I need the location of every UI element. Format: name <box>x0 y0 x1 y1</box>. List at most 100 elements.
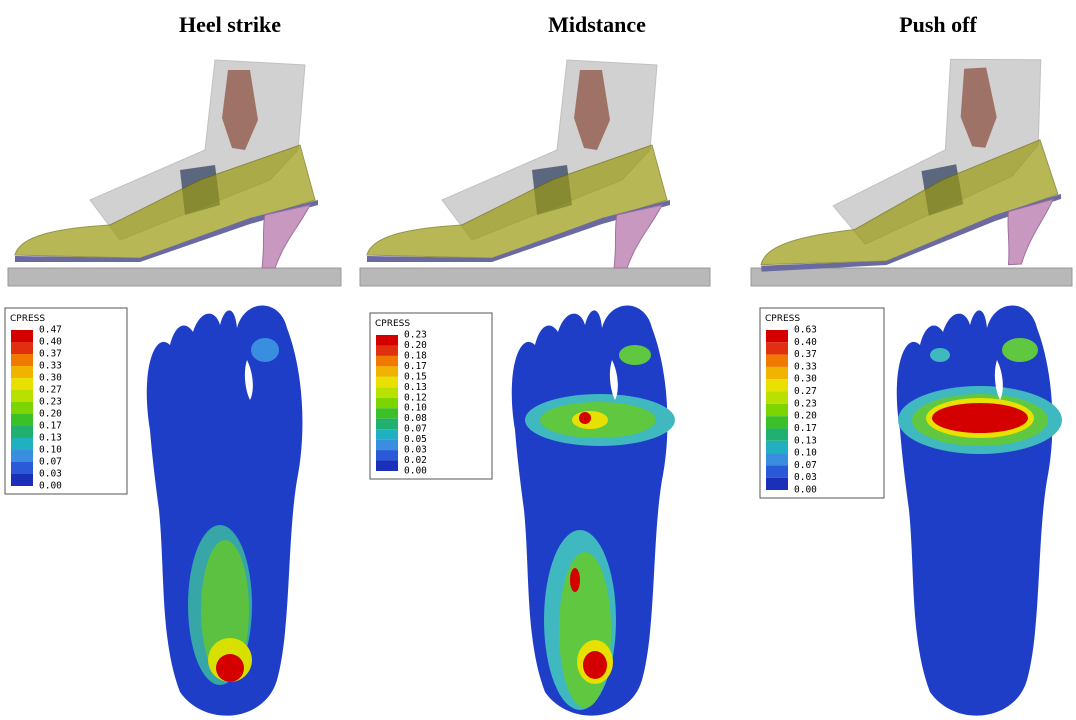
shoe <box>367 60 670 268</box>
panel-title: Heel strike <box>179 12 281 37</box>
pressure-region <box>579 412 591 424</box>
heel <box>262 205 310 268</box>
legend-swatch <box>766 416 788 428</box>
legend-value: 0.47 <box>39 325 62 336</box>
legend-swatch <box>376 440 398 450</box>
foot-outline <box>897 306 1053 716</box>
pressure-region <box>570 568 580 592</box>
legend-value: 0.27 <box>794 386 817 397</box>
legend-value: 0.07 <box>404 424 427 435</box>
legend-value: 0.07 <box>794 460 817 471</box>
legend-value: 0.05 <box>404 434 427 445</box>
legend-swatch <box>11 402 33 414</box>
pressure-region <box>559 552 611 708</box>
heel <box>614 205 662 268</box>
legend-swatch <box>376 450 398 460</box>
panel-title: Push off <box>899 12 977 37</box>
legend-value: 0.18 <box>404 350 427 361</box>
legend-swatch <box>11 390 33 402</box>
legend-value: 0.15 <box>404 371 427 382</box>
legend-value: 0.40 <box>39 337 62 348</box>
legend-value: 0.23 <box>404 330 427 341</box>
shoe-model <box>360 60 710 286</box>
pressure-map <box>147 306 303 716</box>
legend-swatch <box>11 330 33 342</box>
legend-value: 0.13 <box>794 435 817 446</box>
legend-swatch <box>766 379 788 391</box>
legend-value: 0.07 <box>39 457 62 468</box>
pressure-region <box>216 654 244 682</box>
legend-value: 0.00 <box>39 481 62 492</box>
legend-swatch <box>11 438 33 450</box>
legend-value: 0.17 <box>404 361 427 372</box>
legend-value: 0.40 <box>794 337 817 348</box>
legend-value: 0.37 <box>39 349 62 360</box>
legend-value: 0.03 <box>794 472 817 483</box>
pressure-map <box>897 306 1062 716</box>
legend-value: 0.08 <box>404 413 427 424</box>
legend-swatch <box>11 414 33 426</box>
legend-swatch <box>11 474 33 486</box>
legend-value: 0.02 <box>404 455 427 466</box>
legend-value: 0.10 <box>39 445 62 456</box>
ground-plate <box>751 268 1072 286</box>
legend-value: 0.00 <box>794 485 817 496</box>
legend-value: 0.13 <box>404 382 427 393</box>
legend-swatch <box>766 465 788 477</box>
pressure-region <box>930 348 950 362</box>
legend-swatch <box>376 398 398 408</box>
legend-swatch <box>766 404 788 416</box>
legend-value: 0.33 <box>39 361 62 372</box>
legend-swatch <box>766 441 788 453</box>
legend-value: 0.17 <box>39 421 62 432</box>
legend-value: 0.00 <box>404 466 427 477</box>
legend-swatch <box>11 354 33 366</box>
legend-value: 0.37 <box>794 349 817 360</box>
legend-title: CPRESS <box>765 314 800 324</box>
legend-value: 0.10 <box>794 448 817 459</box>
legend-swatch <box>766 453 788 465</box>
legend-swatch <box>766 355 788 367</box>
legend-value: 0.17 <box>794 423 817 434</box>
legend-swatch <box>766 330 788 342</box>
legend-swatch <box>376 461 398 471</box>
legend-value: 0.03 <box>404 445 427 456</box>
legend-swatch <box>766 392 788 404</box>
ground-plate <box>8 268 341 286</box>
legend-swatch <box>376 377 398 387</box>
legend-swatch <box>11 462 33 474</box>
legend-value: 0.13 <box>39 433 62 444</box>
shoe-model <box>751 54 1072 286</box>
legend-value: 0.30 <box>39 373 62 384</box>
legend-value: 0.27 <box>39 385 62 396</box>
legend-swatch <box>376 366 398 376</box>
legend-title: CPRESS <box>375 319 410 329</box>
legend-swatch <box>376 356 398 366</box>
legend-swatch <box>376 387 398 397</box>
legend-swatch <box>376 408 398 418</box>
legend-swatch <box>766 478 788 490</box>
legend-swatch <box>376 419 398 429</box>
pressure-region <box>583 651 607 679</box>
legend-value: 0.63 <box>794 325 817 336</box>
figure: Heel strikeCPRESS0.470.400.370.330.300.2… <box>0 0 1076 720</box>
pressure-region <box>932 403 1028 433</box>
legend-value: 0.33 <box>794 361 817 372</box>
legend-value: 0.20 <box>794 411 817 422</box>
legend-value: 0.03 <box>39 469 62 480</box>
legend-value: 0.23 <box>794 398 817 409</box>
shoe <box>15 60 318 268</box>
legend-value: 0.30 <box>794 374 817 385</box>
legend-value: 0.20 <box>404 340 427 351</box>
legend-value: 0.20 <box>39 409 62 420</box>
ground-plate <box>360 268 710 286</box>
legend-swatch <box>11 450 33 462</box>
legend-swatch <box>376 335 398 345</box>
legend-value: 0.12 <box>404 392 427 403</box>
shoe-model <box>8 60 341 286</box>
pressure-map <box>512 306 675 716</box>
legend-swatch <box>11 342 33 354</box>
shoe <box>751 54 1064 278</box>
legend-swatch <box>376 345 398 355</box>
legend-title: CPRESS <box>10 314 45 324</box>
